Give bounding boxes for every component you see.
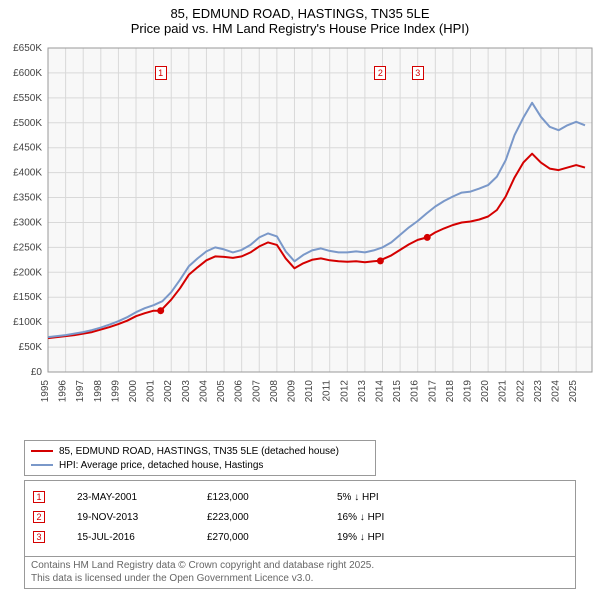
x-tick-label: 2005 bbox=[216, 380, 227, 403]
y-tick-label: £600K bbox=[13, 68, 42, 79]
sale-row: 1 23-MAY-2001£123,0005% ↓ HPI bbox=[33, 487, 567, 507]
x-tick-label: 2008 bbox=[269, 380, 280, 403]
x-tick-label: 2019 bbox=[463, 380, 474, 403]
y-tick-label: £50K bbox=[19, 342, 43, 353]
x-tick-label: 2023 bbox=[533, 380, 544, 403]
y-tick-label: £0 bbox=[31, 367, 43, 378]
x-tick-label: 2021 bbox=[498, 380, 509, 403]
chart-area: £0 £50K £100K £150K £200K £250K £300K £350K £400… bbox=[0, 42, 600, 432]
legend-label: 85, EDMUND ROAD, HASTINGS, TN35 5LE (det… bbox=[59, 446, 339, 457]
sale-row: 3 15-JUL-2016£270,00019% ↓ HPI bbox=[33, 527, 567, 547]
sale-dot bbox=[157, 307, 164, 314]
sale-date: 19-NOV-2013 bbox=[77, 512, 207, 523]
sale-date: 15-JUL-2016 bbox=[77, 532, 207, 543]
x-tick-label: 2016 bbox=[410, 380, 421, 403]
legend-swatch bbox=[31, 464, 53, 466]
sale-delta: 5% ↓ HPI bbox=[337, 492, 457, 503]
x-tick-label: 2020 bbox=[480, 380, 491, 403]
x-tick-label: 2011 bbox=[322, 380, 333, 402]
x-tick-label: 1995 bbox=[40, 380, 51, 403]
x-tick-label: 2014 bbox=[374, 380, 385, 403]
sale-marker: 1 bbox=[33, 491, 45, 503]
sale-marker: 2 bbox=[33, 511, 45, 523]
y-tick-label: £200K bbox=[13, 267, 42, 278]
x-tick-label: 2000 bbox=[128, 380, 139, 403]
sale-row: 2 19-NOV-2013£223,00016% ↓ HPI bbox=[33, 507, 567, 527]
y-tick-label: £650K bbox=[13, 43, 42, 54]
y-tick-label: £100K bbox=[13, 317, 42, 328]
x-tick-label: 2024 bbox=[551, 380, 562, 403]
x-tick-label: 2010 bbox=[304, 380, 315, 403]
sale-delta: 19% ↓ HPI bbox=[337, 532, 457, 543]
sale-delta: 16% ↓ HPI bbox=[337, 512, 457, 523]
x-tick-label: 2015 bbox=[392, 380, 403, 403]
legend: 85, EDMUND ROAD, HASTINGS, TN35 5LE (det… bbox=[24, 440, 376, 476]
x-tick-label: 2004 bbox=[198, 380, 209, 403]
y-tick-label: £250K bbox=[13, 242, 42, 253]
y-tick-label: £550K bbox=[13, 93, 42, 104]
sale-price: £223,000 bbox=[207, 512, 337, 523]
legend-row: HPI: Average price, detached house, Hast… bbox=[31, 458, 369, 472]
line-chart-svg: £0 £50K £100K £150K £200K £250K £300K £350K £400… bbox=[0, 42, 600, 432]
legend-row: 85, EDMUND ROAD, HASTINGS, TN35 5LE (det… bbox=[31, 444, 369, 458]
sale-price: £270,000 bbox=[207, 532, 337, 543]
title-line-1: 85, EDMUND ROAD, HASTINGS, TN35 5LE bbox=[0, 6, 600, 21]
sale-dot bbox=[377, 257, 384, 264]
legend-swatch bbox=[31, 450, 53, 452]
attribution: Contains HM Land Registry data © Crown c… bbox=[24, 556, 576, 589]
x-tick-label: 2012 bbox=[339, 380, 350, 403]
annotation-marker: 2 bbox=[374, 66, 386, 80]
y-tick-label: £350K bbox=[13, 193, 42, 204]
x-tick-label: 2002 bbox=[163, 380, 174, 403]
sale-price: £123,000 bbox=[207, 492, 337, 503]
x-tick-label: 2003 bbox=[181, 380, 192, 403]
x-tick-label: 2013 bbox=[357, 380, 368, 403]
sale-dot bbox=[424, 234, 431, 241]
sale-date: 23-MAY-2001 bbox=[77, 492, 207, 503]
x-tick-label: 2007 bbox=[251, 380, 262, 403]
annotation-marker: 1 bbox=[155, 66, 167, 80]
x-tick-label: 2017 bbox=[427, 380, 438, 403]
legend-label: HPI: Average price, detached house, Hast… bbox=[59, 460, 263, 471]
y-tick-label: £500K bbox=[13, 118, 42, 129]
x-tick-label: 2018 bbox=[445, 380, 456, 403]
annotation-marker: 3 bbox=[412, 66, 424, 80]
sales-table: 1 23-MAY-2001£123,0005% ↓ HPI 2 19-NOV-2013… bbox=[24, 480, 576, 558]
x-tick-label: 1999 bbox=[110, 380, 121, 403]
x-tick-label: 2022 bbox=[515, 380, 526, 403]
attribution-line-1: Contains HM Land Registry data © Crown c… bbox=[31, 560, 569, 573]
x-tick-label: 2006 bbox=[234, 380, 245, 403]
y-tick-label: £150K bbox=[13, 292, 42, 303]
x-tick-label: 2009 bbox=[286, 380, 297, 403]
title-line-2: Price paid vs. HM Land Registry's House … bbox=[0, 21, 600, 36]
y-tick-label: £300K bbox=[13, 217, 42, 228]
y-tick-label: £400K bbox=[13, 168, 42, 179]
x-tick-label: 1998 bbox=[93, 380, 104, 403]
attribution-line-2: This data is licensed under the Open Gov… bbox=[31, 573, 569, 586]
x-tick-label: 1997 bbox=[75, 380, 86, 403]
x-tick-label: 1996 bbox=[58, 380, 69, 403]
x-tick-label: 2025 bbox=[568, 380, 579, 403]
chart-title: 85, EDMUND ROAD, HASTINGS, TN35 5LE Pric… bbox=[0, 0, 600, 36]
y-tick-label: £450K bbox=[13, 143, 42, 154]
sale-marker: 3 bbox=[33, 531, 45, 543]
x-tick-label: 2001 bbox=[146, 380, 157, 403]
